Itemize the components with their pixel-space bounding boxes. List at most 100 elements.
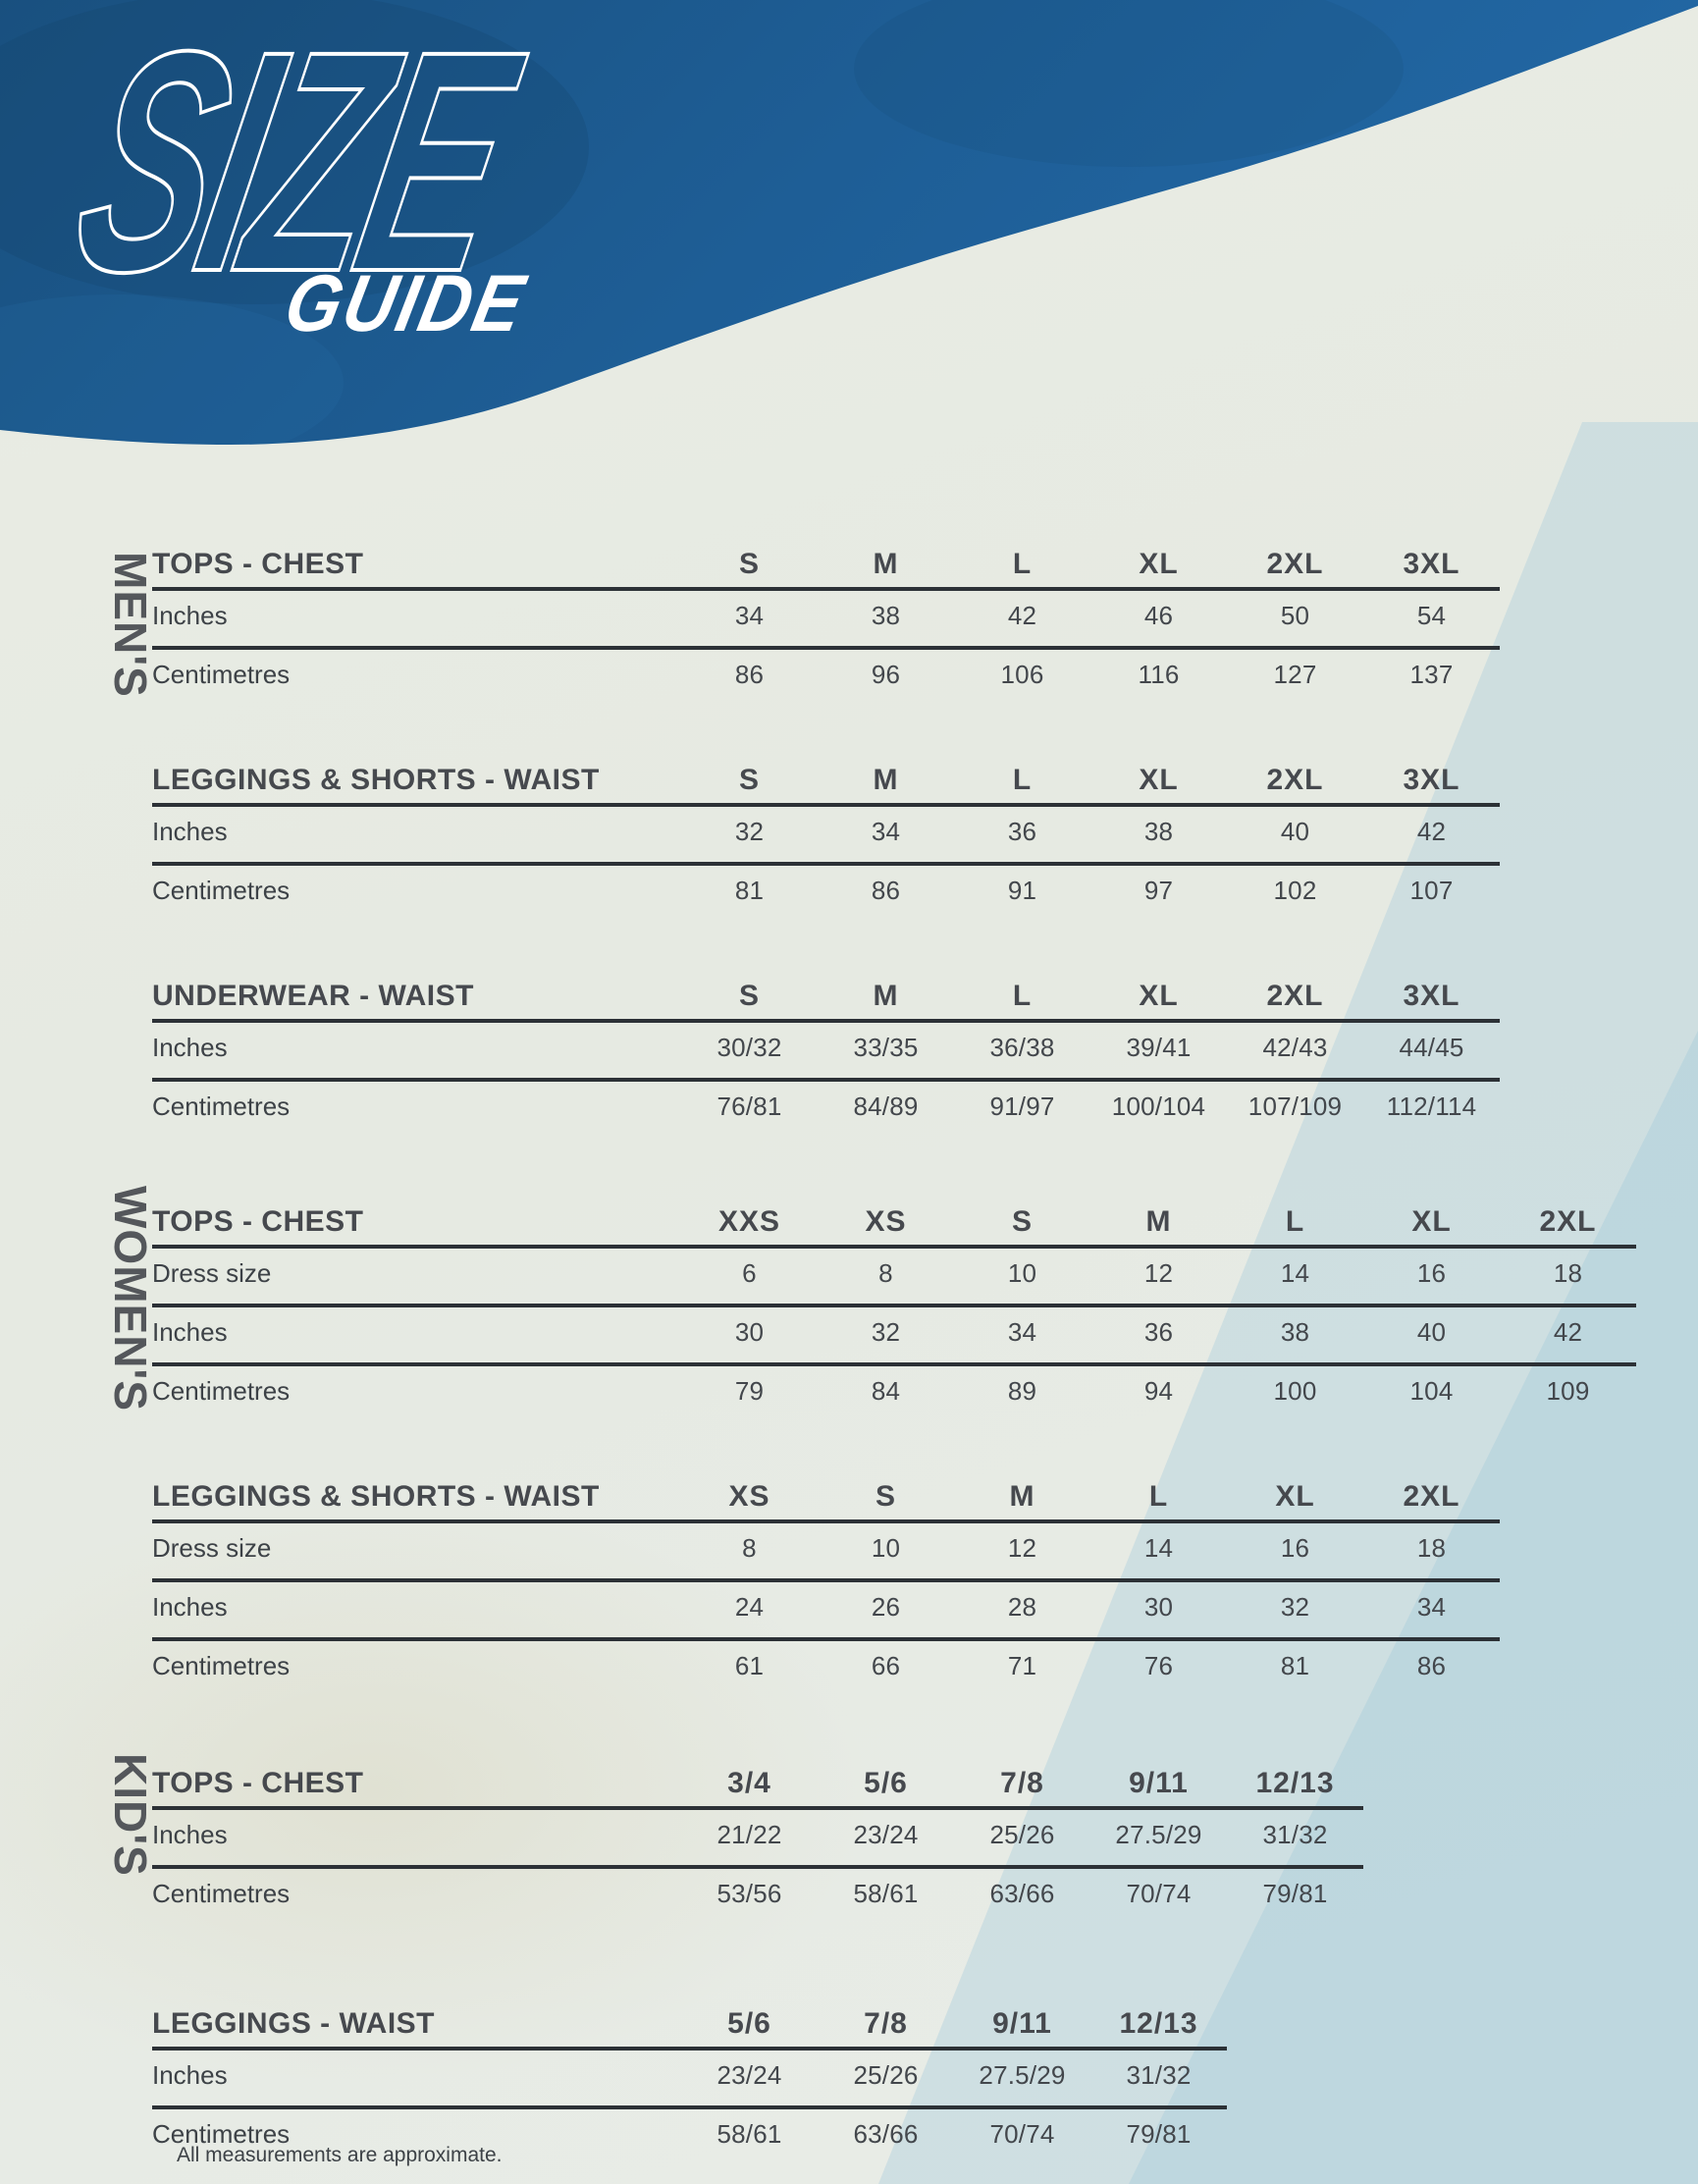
size-value: 34	[1416, 1591, 1447, 1622]
size-column-header: 9/11	[1129, 1767, 1189, 1799]
size-value: 100/104	[1111, 1091, 1206, 1121]
table-title: TOPS - CHEST	[152, 1767, 364, 1799]
size-column-header: 2XL	[1403, 1480, 1460, 1513]
size-value: 6	[742, 1257, 757, 1288]
table-row: Inches 23/24 25/26 27.5/29 31/32	[152, 2051, 1227, 2100]
size-value: 31/32	[1262, 1819, 1328, 1849]
row-label: Centimetres	[152, 1878, 291, 1908]
table-row: Centimetres 58/61 63/66 70/74 79/81	[152, 2109, 1227, 2158]
table-row: Dress size 6 8 10 12 14 16 18	[152, 1249, 1636, 1298]
size-value: 21/22	[716, 1819, 782, 1849]
table-row: Dress size 8 10 12 14 16 18	[152, 1523, 1500, 1572]
size-column-header: 12/13	[1255, 1767, 1335, 1799]
divider-rule	[152, 1578, 1500, 1582]
size-table: TOPS - CHEST 3/4 5/6 7/8 9/11 12/13 Inches 21/2…	[152, 1761, 1363, 1918]
size-value: 32	[871, 1316, 901, 1347]
size-value: 76/81	[716, 1091, 782, 1121]
size-value: 30/32	[716, 1032, 782, 1062]
table-header-row: LEGGINGS - WAIST 5/6 7/8 9/11 12/13	[152, 2001, 1227, 2041]
size-value: 27.5/29	[979, 2059, 1066, 2090]
size-value: 10	[871, 1532, 901, 1563]
size-value: 40	[1280, 816, 1310, 846]
size-value: 109	[1546, 1375, 1590, 1406]
size-value: 42	[1007, 600, 1037, 630]
size-value: 71	[1007, 1650, 1037, 1680]
size-value: 25/26	[989, 1819, 1055, 1849]
size-table: LEGGINGS & SHORTS - WAIST XS S M L XL 2XL Dress…	[152, 1474, 1500, 1690]
size-value: 36	[1143, 1316, 1174, 1347]
table-title: UNDERWEAR - WAIST	[152, 980, 474, 1012]
size-value: 44/45	[1399, 1032, 1464, 1062]
table-row: Inches 21/22 23/24 25/26 27.5/29 31/32	[152, 1810, 1363, 1859]
size-column-header: M	[873, 548, 899, 580]
size-value: 104	[1409, 1375, 1454, 1406]
size-column-header: S	[738, 980, 760, 1012]
size-value: 107	[1409, 875, 1454, 905]
section-womens: WOMEN'S TOPS - CHEST XXS XS S M L XL 2XL Dress si…	[105, 1186, 1636, 1749]
size-column-header: 3XL	[1403, 548, 1460, 580]
size-column-header: L	[1012, 980, 1033, 1012]
size-column-header: S	[738, 764, 760, 796]
size-value: 50	[1280, 600, 1310, 630]
row-label: Centimetres	[152, 1375, 291, 1406]
row-label: Inches	[152, 1032, 228, 1062]
divider-rule	[152, 803, 1500, 807]
table-row: Inches 34 38 42 46 50 54	[152, 591, 1500, 640]
size-value: 12	[1143, 1257, 1174, 1288]
size-column-header: XL	[1275, 1480, 1315, 1513]
size-value: 53/56	[716, 1878, 782, 1908]
size-value: 81	[1280, 1650, 1310, 1680]
divider-rule	[152, 2047, 1227, 2051]
row-label: Dress size	[152, 1257, 272, 1288]
size-column-header: 5/6	[864, 1767, 908, 1799]
divider-rule	[152, 1637, 1500, 1641]
size-value: 18	[1416, 1532, 1447, 1563]
size-value: 127	[1273, 659, 1317, 689]
size-value: 33/35	[853, 1032, 919, 1062]
divider-rule	[152, 2105, 1227, 2109]
size-value: 81	[734, 875, 765, 905]
section-label: KID'S	[105, 1753, 156, 1877]
size-value: 40	[1416, 1316, 1447, 1347]
divider-rule	[152, 862, 1500, 866]
size-value: 25/26	[853, 2059, 919, 2090]
size-column-header: XL	[1411, 1205, 1452, 1238]
size-value: 106	[1000, 659, 1044, 689]
size-value: 23/24	[853, 1819, 919, 1849]
row-label: Centimetres	[152, 875, 291, 905]
size-value: 16	[1280, 1532, 1310, 1563]
row-label: Inches	[152, 2059, 228, 2090]
header-blue-wave	[0, 0, 1698, 445]
size-value: 32	[1280, 1591, 1310, 1622]
table-row: Inches 30/32 33/35 36/38 39/41 42/43 44/45	[152, 1023, 1500, 1072]
size-column-header: XS	[728, 1480, 770, 1513]
size-column-header: S	[1011, 1205, 1033, 1238]
size-column-header: 5/6	[727, 2007, 771, 2040]
section-kids: KID'S TOPS - CHEST 3/4 5/6 7/8 9/11 12/13 Inche…	[105, 1753, 1363, 2184]
size-value: 38	[1143, 816, 1174, 846]
size-column-header: L	[1285, 1205, 1305, 1238]
size-column-header: 3XL	[1403, 980, 1460, 1012]
size-value: 58/61	[853, 1878, 919, 1908]
section-mens: MEN'S TOPS - CHEST S M L XL 2XL 3XL Inches 34 38 42…	[105, 542, 1500, 1190]
size-value: 76	[1143, 1650, 1174, 1680]
size-value: 38	[1280, 1316, 1310, 1347]
row-label: Centimetres	[152, 659, 291, 689]
size-value: 58/61	[716, 2118, 782, 2149]
size-value: 18	[1553, 1257, 1583, 1288]
size-value: 28	[1007, 1591, 1037, 1622]
size-table: UNDERWEAR - WAIST S M L XL 2XL 3XL Inches 30/32 3…	[152, 974, 1500, 1131]
size-value: 31/32	[1126, 2059, 1192, 2090]
table-header-row: TOPS - CHEST S M L XL 2XL 3XL	[152, 542, 1500, 581]
table-row: Inches 32 34 36 38 40 42	[152, 807, 1500, 856]
size-value: 54	[1416, 600, 1447, 630]
size-column-header: 2XL	[1266, 980, 1324, 1012]
divider-rule	[152, 1304, 1636, 1307]
size-value: 66	[871, 1650, 901, 1680]
table-title: LEGGINGS & SHORTS - WAIST	[152, 764, 600, 796]
size-table: LEGGINGS & SHORTS - WAIST S M L XL 2XL 3XL Inch…	[152, 758, 1500, 915]
table-title: TOPS - CHEST	[152, 1205, 364, 1238]
divider-rule	[152, 1806, 1363, 1810]
row-label: Inches	[152, 1316, 228, 1347]
